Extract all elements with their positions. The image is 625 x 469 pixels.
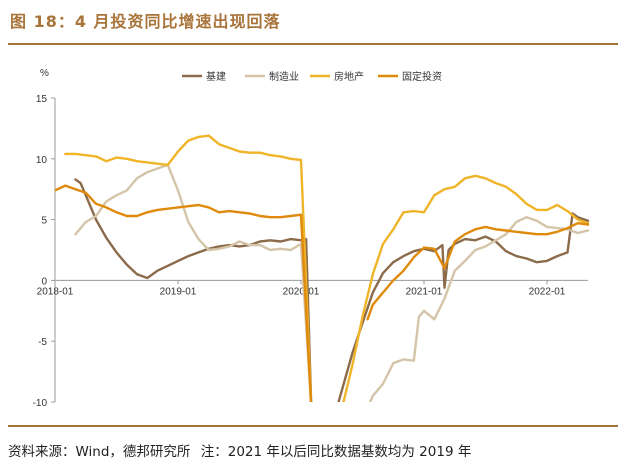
series-line-manufacturing	[368, 215, 590, 402]
series-line-fixed_investment	[55, 184, 313, 402]
y-tick-label: -5	[38, 337, 47, 348]
y-axis-unit: %	[40, 68, 49, 79]
footer-divider	[8, 425, 618, 427]
series-line-infrastructure	[74, 178, 313, 402]
x-tick-label: 2022-01	[529, 286, 566, 297]
x-tick-label: 2018-01	[37, 286, 74, 297]
series-lines	[55, 134, 590, 402]
axes: -10 -5 0 5 10 15% 2018-01 2019-01 2020-01 2021-01…	[33, 68, 588, 409]
series-line-fixed_investment	[366, 221, 590, 321]
legend: 基建 制造业 房地产 固定投资	[182, 70, 442, 83]
y-tick-label: 5	[41, 216, 47, 227]
series-line-real_estate	[342, 174, 590, 402]
legend-label-manufacturing: 制造业	[269, 70, 299, 83]
y-tick-label: 10	[36, 155, 48, 166]
series-line-manufacturing	[74, 163, 313, 402]
series-line-real_estate	[64, 134, 313, 402]
x-tick-label: 2019-01	[160, 286, 197, 297]
x-tick-label: 2020-01	[283, 286, 320, 297]
header-divider	[8, 43, 618, 45]
figure-footer: 资料来源：Wind，德邦研究所 注：2021 年以后同比数据基数均为 2019 …	[8, 440, 477, 460]
y-tick-label: 0	[41, 276, 47, 287]
note-text: 注：2021 年以后同比数据基数均为 2019 年	[200, 444, 472, 460]
series-line-infrastructure	[337, 212, 590, 402]
legend-label-fixed_investment: 固定投资	[402, 70, 442, 83]
legend-label-infrastructure: 基建	[206, 70, 226, 83]
source-text: 资料来源：Wind，德邦研究所	[8, 444, 191, 460]
figure-header: 图 18：4 月投资同比增速出现回落	[0, 0, 625, 45]
line-chart: -10 -5 0 5 10 15% 2018-01 2019-01 2020-01 2021-01…	[33, 68, 590, 409]
y-tick-label: 15	[36, 94, 48, 105]
y-tick-label: -10	[33, 398, 48, 409]
x-tick-label: 2021-01	[406, 286, 443, 297]
figure-title: 图 18：4 月投资同比增速出现回落	[10, 12, 281, 31]
legend-label-real_estate: 房地产	[334, 70, 364, 83]
